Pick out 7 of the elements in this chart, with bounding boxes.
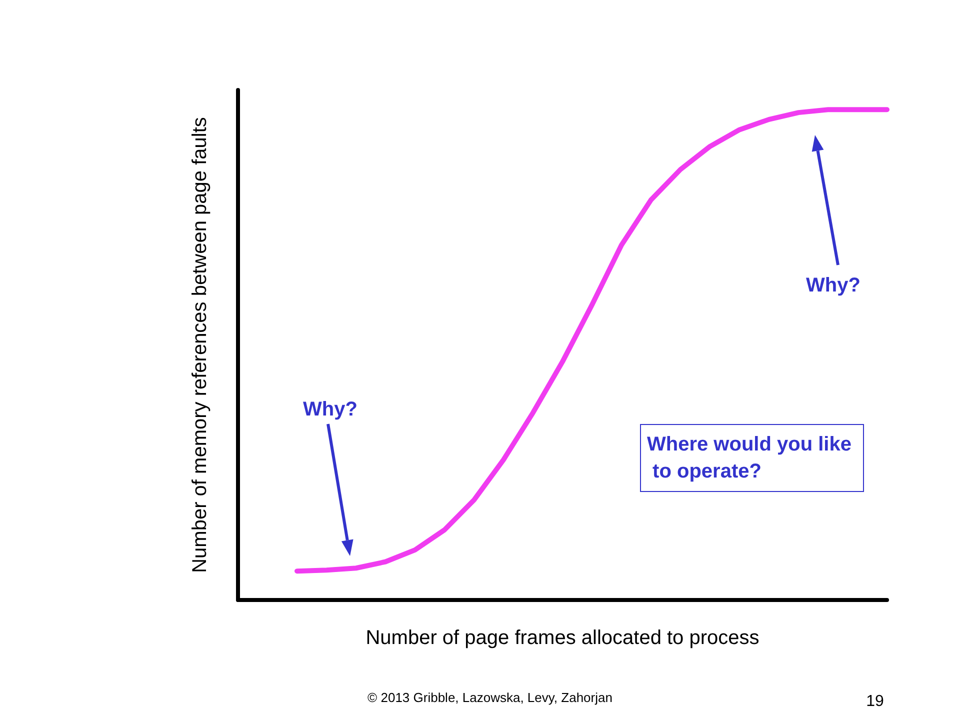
annotation: Where would you like to operate? [647, 434, 852, 482]
y-axis-title: Number of memory references between page faults [189, 117, 211, 573]
annotation: Why? [806, 274, 860, 296]
text: © 2013 Gribble, Lazowska, Levy, Zahorjan [368, 690, 612, 705]
x-axis-title: Number of page frames allocated to process [366, 627, 760, 649]
text: 19 [866, 693, 884, 710]
annotation: Why? [303, 398, 358, 420]
